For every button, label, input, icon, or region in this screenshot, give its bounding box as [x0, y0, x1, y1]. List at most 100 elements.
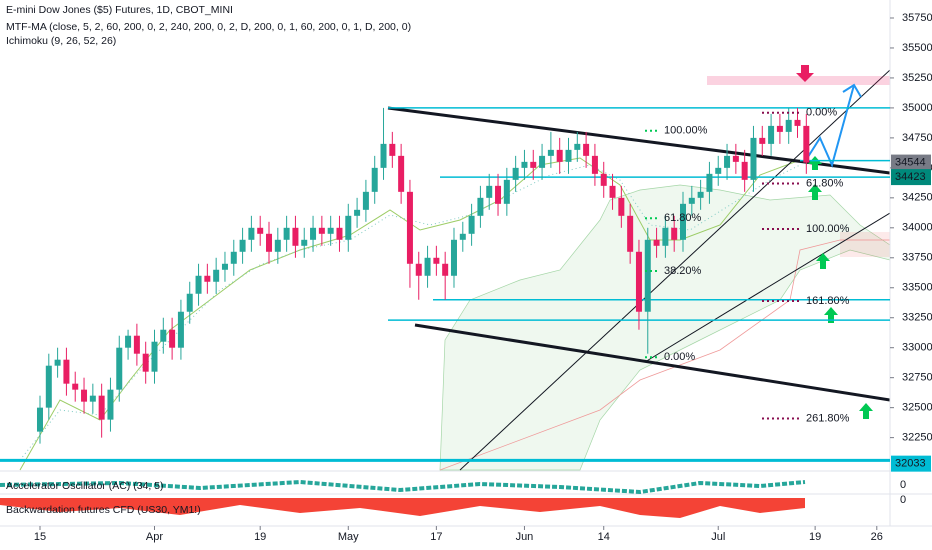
x-tick-label: May	[338, 531, 359, 543]
candle-body	[724, 155, 731, 168]
candle-body	[389, 143, 396, 156]
candle-body	[213, 269, 220, 282]
candle-body	[662, 227, 669, 246]
channel-bottom	[414, 323, 891, 402]
projection-arrow	[842, 83, 862, 98]
y-tick-label: 33500	[902, 282, 932, 294]
fib-label: 0.00%	[664, 351, 695, 363]
candle-body	[327, 227, 334, 234]
candle-body	[133, 335, 140, 354]
candle-body	[257, 227, 264, 234]
candle-body	[671, 227, 678, 240]
candle-body	[521, 161, 528, 168]
candle-body	[221, 263, 228, 270]
candle-body	[433, 257, 440, 264]
candle-body	[785, 119, 792, 132]
projection-path	[805, 84, 855, 168]
candle-body	[266, 233, 273, 252]
y-tick-label: 35000	[902, 102, 932, 114]
candle-body	[406, 191, 413, 264]
candle-body	[750, 137, 757, 180]
panel-tick: 0	[900, 494, 906, 506]
x-tick-label: Jul	[711, 531, 725, 543]
candle-body	[680, 203, 687, 240]
candle-body	[424, 257, 431, 276]
candle-body	[151, 341, 158, 372]
candle-body	[591, 155, 598, 174]
candle-body	[635, 251, 642, 312]
y-tick-label: 35250	[902, 72, 932, 84]
fib-label: 100.00%	[664, 125, 708, 137]
fib-label: 61.80%	[806, 177, 844, 189]
candle-body	[345, 215, 352, 240]
candle-body	[371, 167, 378, 192]
target-zone	[707, 76, 890, 85]
candle-body	[530, 161, 537, 168]
candle-body	[547, 149, 554, 156]
candle-body	[741, 161, 748, 180]
y-tick-label: 32750	[902, 372, 932, 384]
candle-body	[459, 233, 466, 240]
price-label-box	[891, 169, 931, 186]
fib-label: 61.80%	[664, 212, 702, 224]
up-arrow	[824, 307, 838, 323]
x-tick-label: 19	[809, 531, 821, 543]
candle-body	[107, 389, 114, 420]
series-layer: E-mini Dow Jones ($5) Futures, 1D, CBOT_…	[0, 4, 932, 543]
fib-label: 38.20%	[664, 265, 702, 277]
candle-body	[274, 239, 281, 252]
fib-label: 161.80%	[806, 295, 850, 307]
panel-tick: 0	[900, 479, 906, 491]
candle-body	[292, 227, 299, 246]
x-tick-label: 19	[254, 531, 266, 543]
y-tick-label: 34000	[902, 222, 932, 234]
candle-body	[125, 335, 132, 348]
candle-body	[362, 191, 369, 210]
candle-body	[204, 275, 211, 282]
ichimoku-cloud	[439, 184, 891, 471]
x-tick-label: 17	[430, 531, 442, 543]
chart-title: E-mini Dow Jones ($5) Futures, 1D, CBOT_…	[6, 4, 233, 16]
indicator-label: MTF-MA (close, 5, 2, 60, 200, 0, 2, 240,…	[6, 21, 411, 33]
candle-body	[706, 173, 713, 192]
candle-body	[310, 227, 317, 240]
candle-body	[495, 185, 502, 204]
candle-body	[600, 173, 607, 186]
y-tick-label: 33750	[902, 252, 932, 264]
candle-body	[63, 359, 70, 384]
candle-body	[177, 311, 184, 348]
candle-body	[732, 155, 739, 162]
trend-line	[644, 212, 891, 363]
candle-body	[89, 395, 96, 402]
candle-body	[574, 143, 581, 150]
price-label: 34544	[895, 156, 926, 168]
candle-body	[653, 239, 660, 246]
candle-body	[248, 227, 255, 240]
candle-body	[794, 119, 801, 126]
candle-body	[609, 185, 616, 198]
ichimoku-span	[439, 239, 890, 471]
fib-label: 0.00%	[806, 107, 837, 119]
candle-body	[195, 275, 202, 294]
y-tick-label: 32250	[902, 432, 932, 444]
candle-body	[583, 143, 590, 156]
candle-body	[336, 227, 343, 240]
candle-body	[715, 167, 722, 174]
fib-label: 261.80%	[806, 412, 850, 424]
indicator-label: Ichimoku (9, 26, 52, 26)	[6, 35, 116, 47]
y-tick-label: 33000	[902, 342, 932, 354]
up-arrow	[816, 253, 830, 269]
candle-body	[556, 149, 563, 162]
candle-body	[116, 347, 123, 390]
y-tick-label: 34250	[902, 192, 932, 204]
candle-body	[644, 239, 651, 312]
candle-body	[627, 215, 634, 252]
candle-body	[468, 215, 475, 234]
price-label: 34423	[895, 171, 926, 183]
candle-body	[477, 197, 484, 216]
price-label-box	[891, 455, 931, 472]
candle-body	[230, 251, 237, 264]
candle-body	[36, 407, 43, 432]
